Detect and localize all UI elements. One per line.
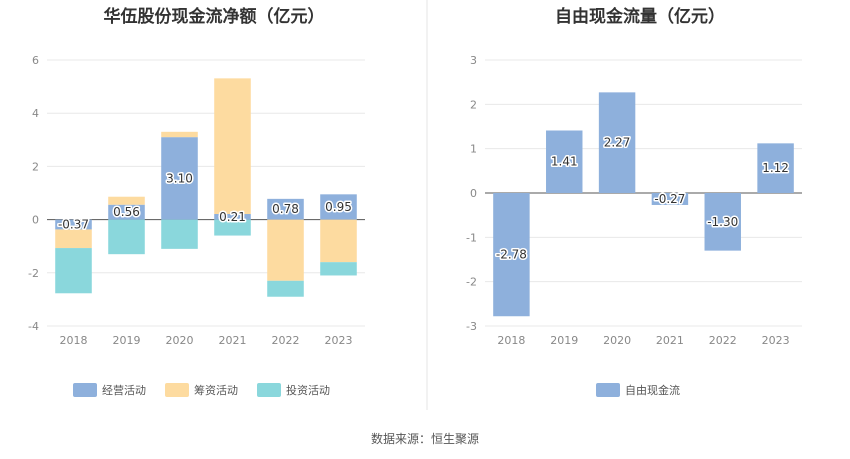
legend-swatch-经营活动	[73, 383, 97, 397]
legend-swatch-投资活动	[257, 383, 281, 397]
data-source-note: 数据来源：恒生聚源	[370, 432, 479, 446]
y-tick-label: 1	[470, 143, 477, 156]
x-tick-label: 2018	[60, 334, 88, 347]
data-label: 3.10	[166, 171, 193, 185]
x-tick-label: 2023	[325, 334, 353, 347]
data-label: 0.95	[325, 200, 352, 214]
bar-经营活动-2021	[214, 214, 251, 220]
bar-自由现金流-2021	[651, 193, 689, 205]
x-tick-label: 2022	[272, 334, 300, 347]
bar-经营活动-2023	[320, 194, 357, 220]
legend-label: 投资活动	[286, 383, 330, 397]
bar-筹资活动-2022	[267, 219, 304, 281]
bar-投资活动-2022	[267, 280, 304, 297]
bar-自由现金流-2020	[598, 92, 636, 193]
bar-投资活动-2018	[55, 248, 92, 294]
bar-自由现金流-2023	[757, 143, 794, 193]
y-tick-label: 0	[32, 214, 39, 227]
x-tick-label: 2019	[550, 334, 578, 347]
data-label: 0.78	[272, 202, 299, 216]
bar-投资活动-2023	[320, 262, 357, 276]
cashflow-net-chart: 华伍股份现金流净额（亿元） -4 -2 0 2 4 6 2018 2019 2020 2021 20…	[28, 6, 365, 397]
data-label: -1.30	[707, 215, 738, 229]
y-tick-label: 4	[32, 107, 39, 120]
bar-经营活动-2018	[55, 219, 92, 230]
bar-投资活动-2020	[161, 219, 198, 249]
bar-投资活动-2019	[108, 219, 145, 255]
data-label: 0.21	[219, 210, 246, 224]
y-tick-label: 2	[470, 98, 477, 111]
x-tick-label: 2023	[762, 334, 790, 347]
legend-label: 自由现金流	[625, 383, 680, 397]
bar-自由现金流-2019	[546, 130, 583, 193]
data-label: 1.41	[551, 155, 578, 169]
y-tick-label: -2	[28, 267, 39, 280]
x-tick-label: 2019	[113, 334, 141, 347]
y-tick-label: -2	[466, 276, 477, 289]
y-tick-label: 3	[470, 54, 477, 67]
y-tick-label: 6	[32, 54, 39, 67]
chart-title: 华伍股份现金流净额（亿元）	[104, 6, 325, 27]
data-label: -0.37	[58, 218, 89, 232]
y-tick-label: -3	[466, 320, 477, 333]
bar-筹资活动-2021	[214, 78, 251, 215]
data-label: 0.56	[113, 205, 140, 219]
x-tick-label: 2022	[709, 334, 737, 347]
chart-title: 自由现金流量（亿元）	[555, 6, 725, 27]
bar-筹资活动-2019	[108, 196, 145, 205]
bar-筹资活动-2023	[320, 219, 357, 263]
x-tick-label: 2018	[497, 334, 525, 347]
legend-swatch-自由现金流	[596, 383, 620, 397]
data-label: 1.12	[762, 161, 789, 175]
data-label: -2.78	[496, 248, 527, 262]
y-tick-label: -1	[466, 231, 477, 244]
y-tick-label: 2	[32, 160, 39, 173]
free-cashflow-chart: 自由现金流量（亿元） -3 -2 -1 0 1 2 3 2018 2019 2020 2021 202…	[466, 6, 802, 397]
y-tick-label: 0	[470, 187, 477, 200]
bar-自由现金流-2022	[704, 193, 741, 251]
x-tick-label: 2020	[603, 334, 631, 347]
bar-自由现金流-2018	[493, 193, 530, 317]
legend-label: 筹资活动	[194, 383, 238, 397]
y-tick-label: -4	[28, 320, 39, 333]
legend-swatch-筹资活动	[165, 383, 189, 397]
data-label: 2.27	[604, 136, 631, 150]
x-tick-label: 2021	[219, 334, 247, 347]
x-tick-label: 2020	[166, 334, 194, 347]
bar-经营活动-2020	[161, 137, 198, 220]
bar-经营活动-2022	[267, 198, 304, 220]
bar-经营活动-2019	[108, 204, 145, 220]
legend-label: 经营活动	[102, 383, 146, 397]
bar-投资活动-2021	[214, 219, 251, 236]
bar-筹资活动-2018	[55, 229, 92, 249]
data-label: -0.27	[654, 192, 685, 206]
bar-筹资活动-2020	[161, 131, 198, 138]
x-tick-label: 2021	[656, 334, 684, 347]
